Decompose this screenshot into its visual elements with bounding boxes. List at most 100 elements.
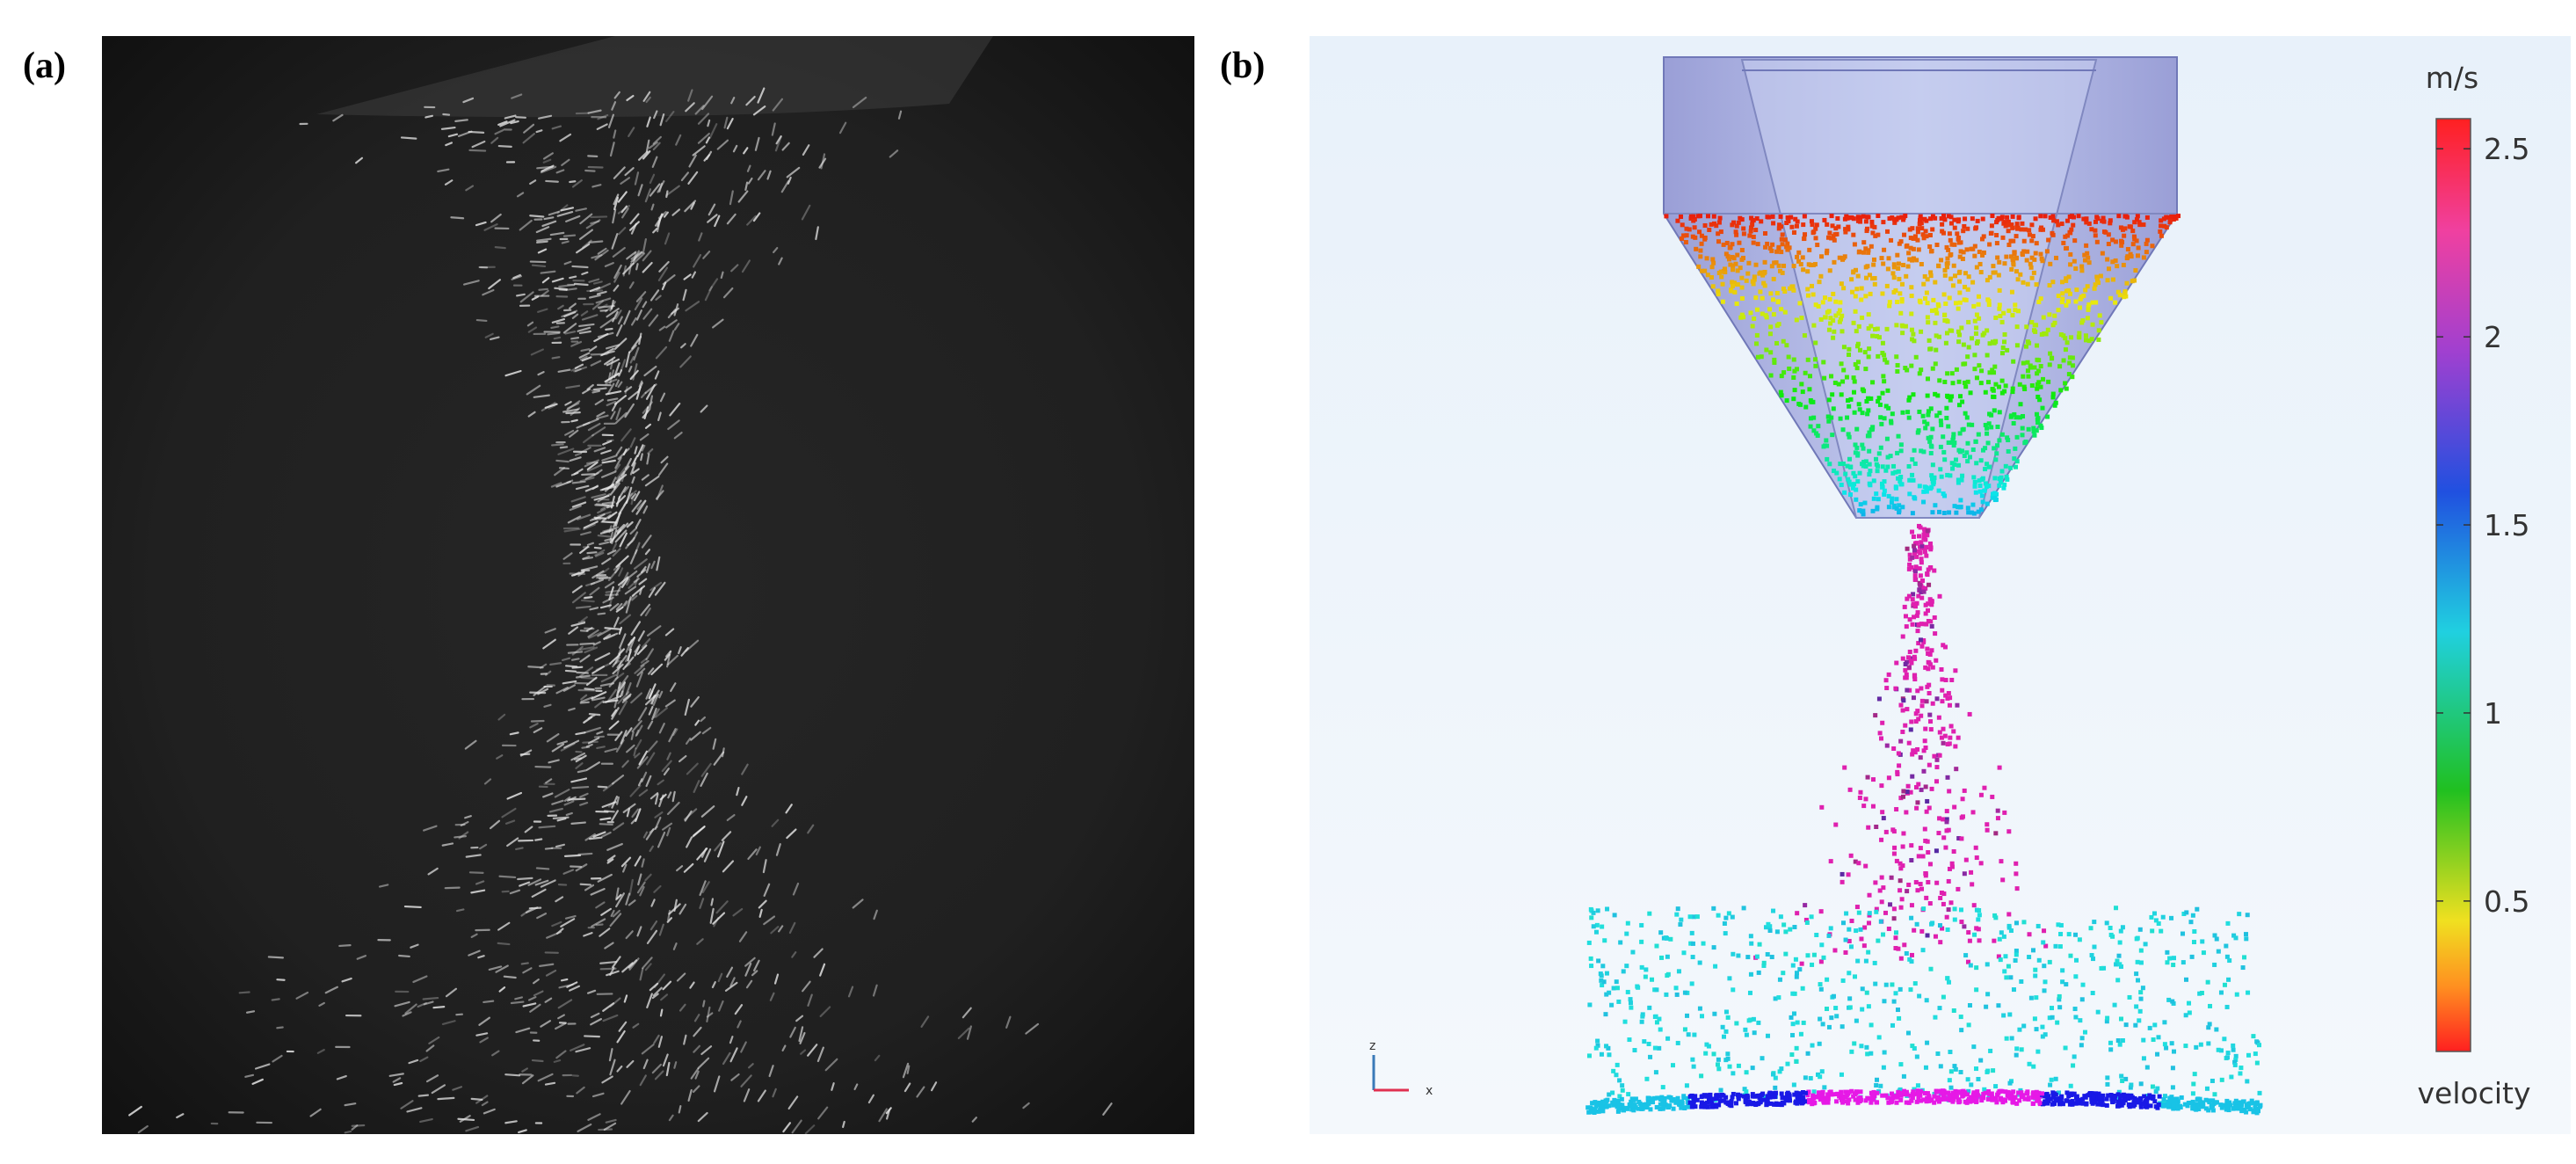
sim-particle — [2006, 1089, 2011, 1095]
sim-particle — [1896, 751, 1901, 756]
sim-particle — [1938, 418, 1943, 424]
photo-streak — [656, 484, 664, 501]
sim-particle — [1847, 787, 1853, 792]
sim-particle — [1909, 363, 1914, 368]
photo-streak — [490, 136, 499, 144]
sim-particle — [2077, 937, 2082, 942]
sim-particle — [1840, 462, 1846, 467]
sim-particle — [1977, 261, 1983, 266]
sim-particle — [1925, 572, 1930, 578]
sim-particle — [1892, 220, 1898, 225]
sim-particle — [1837, 319, 1842, 324]
sim-particle — [1768, 324, 1774, 330]
sim-particle — [1731, 987, 1736, 993]
sim-particle — [1911, 392, 1916, 397]
sim-particle — [1942, 267, 1948, 273]
sim-particle — [1781, 370, 1787, 375]
sim-particle — [1828, 926, 1833, 931]
sim-particle — [1961, 342, 1966, 347]
sim-particle — [1609, 1002, 1615, 1008]
sim-particle — [1947, 866, 1952, 871]
sim-particle — [1830, 433, 1835, 438]
sim-particle — [1882, 353, 1887, 358]
sim-particle — [1876, 938, 1881, 943]
sim-particle — [1829, 415, 1834, 420]
photo-streak — [527, 666, 544, 669]
sim-particle — [2076, 214, 2081, 219]
sim-particle — [1909, 311, 1914, 316]
photo-streak — [649, 920, 658, 931]
sim-particle — [2122, 295, 2127, 300]
sim-particle — [1849, 1049, 1854, 1054]
photo-streak — [658, 260, 670, 273]
sim-particle — [1992, 476, 1998, 481]
sim-particle — [1778, 268, 1783, 273]
sim-particle — [1964, 450, 1970, 455]
sim-particle — [1922, 826, 1927, 832]
sim-particle — [1974, 461, 1979, 466]
sim-particle — [2048, 261, 2053, 266]
sim-particle — [2059, 280, 2064, 285]
sim-particle — [2222, 1037, 2227, 1042]
sim-particle — [1905, 783, 1911, 789]
photo-streak — [624, 662, 631, 668]
sim-particle — [1866, 825, 1871, 830]
sim-particle — [1789, 1052, 1795, 1058]
sim-particle — [1997, 483, 2002, 488]
photo-streak — [867, 1094, 875, 1104]
sim-particle — [1932, 1094, 1937, 1099]
sim-particle — [1628, 1000, 1633, 1006]
sim-particle — [1950, 1090, 1956, 1095]
sim-particle — [2095, 1102, 2101, 1107]
sim-particle — [2059, 300, 2064, 305]
sim-particle — [1916, 622, 1921, 627]
sim-particle — [1952, 504, 1957, 509]
photo-streak — [685, 301, 700, 312]
photo-streak — [631, 585, 646, 597]
sim-particle — [1912, 447, 1917, 453]
sim-particle — [1711, 260, 1716, 266]
photo-streak — [580, 447, 591, 454]
sim-particle — [1925, 533, 1930, 538]
sim-particle — [2010, 389, 2015, 395]
sim-particle — [2172, 1096, 2177, 1102]
sim-particle — [1744, 1032, 1749, 1037]
sim-particle — [1990, 495, 1995, 500]
sim-particle — [1874, 456, 1879, 462]
sim-particle — [1716, 220, 1722, 225]
sim-particle — [1965, 379, 1970, 384]
photo-streak — [726, 813, 736, 822]
sim-particle — [1919, 698, 1925, 703]
sim-particle — [2119, 243, 2124, 248]
sim-particle — [1691, 1102, 1696, 1107]
photo-streak — [617, 316, 623, 325]
photo-streak — [638, 789, 649, 797]
photo-streak — [632, 1022, 640, 1029]
sim-particle — [2210, 1103, 2215, 1109]
sim-particle — [1833, 299, 1839, 304]
sim-particle — [2053, 400, 2058, 405]
sim-particle — [2010, 214, 2015, 219]
sim-particle — [1775, 1102, 1781, 1108]
sim-particle — [1948, 473, 1953, 478]
photo-streak — [628, 344, 637, 353]
sim-particle — [2058, 931, 2064, 936]
sim-particle — [1894, 807, 1899, 812]
sim-particle — [1865, 775, 1870, 780]
sim-particle — [2226, 977, 2231, 982]
sim-particle — [1990, 794, 1995, 799]
photo-streak — [441, 1020, 456, 1026]
sim-particle — [1831, 993, 1836, 999]
sim-particle — [2092, 944, 2097, 949]
sim-particle — [1880, 810, 1885, 815]
sim-particle — [2035, 923, 2041, 928]
sim-particle — [1657, 1045, 1662, 1051]
sim-particle — [1591, 924, 1596, 929]
sim-particle — [1905, 596, 1910, 601]
sim-particle — [1910, 529, 1915, 535]
photo-streak — [520, 962, 529, 965]
photo-streak — [638, 380, 643, 388]
sim-particle — [1962, 454, 1967, 459]
sim-particle — [2218, 990, 2224, 995]
photo-streak — [693, 1044, 701, 1053]
